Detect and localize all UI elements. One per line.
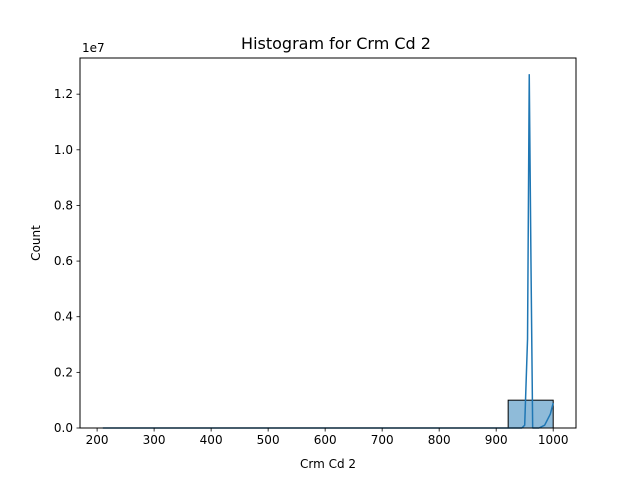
x-tick-label: 300: [143, 433, 166, 447]
y-tick-label: 0.8: [54, 198, 73, 212]
chart-title: Histogram for Crm Cd 2: [241, 34, 431, 53]
x-tick-label: 900: [485, 433, 508, 447]
y-axis-ticks: 0.0 0.2 0.4 0.6 0.8 1.0 1.2: [54, 87, 80, 435]
x-axis-ticks: 200 300 400 500 600 700 800 900 1000: [86, 428, 569, 447]
y-tick-label: 0.0: [54, 421, 73, 435]
x-tick-label: 400: [200, 433, 223, 447]
y-tick-label: 0.6: [54, 254, 73, 268]
x-tick-label: 700: [371, 433, 394, 447]
y-tick-label: 0.2: [54, 365, 73, 379]
x-tick-label: 1000: [538, 433, 569, 447]
y-tick-label: 1.2: [54, 87, 73, 101]
y-axis-label: Count: [29, 225, 43, 261]
x-tick-label: 200: [86, 433, 109, 447]
x-tick-label: 500: [257, 433, 280, 447]
histogram-bar: [507, 399, 554, 429]
y-tick-label: 1.0: [54, 143, 73, 157]
y-offset-label: 1e7: [82, 41, 105, 55]
y-tick-label: 0.4: [54, 310, 73, 324]
x-axis-label: Crm Cd 2: [300, 457, 356, 471]
x-tick-label: 600: [314, 433, 337, 447]
x-tick-label: 800: [428, 433, 451, 447]
axes-frame: [79, 57, 577, 429]
